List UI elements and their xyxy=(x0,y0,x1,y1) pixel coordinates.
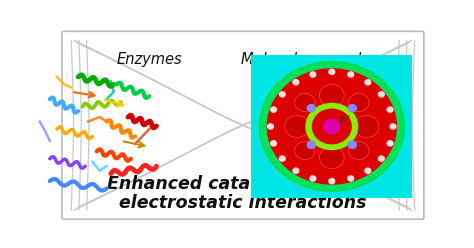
Circle shape xyxy=(271,141,276,146)
Circle shape xyxy=(378,156,384,161)
Circle shape xyxy=(387,141,393,146)
Circle shape xyxy=(295,142,315,160)
FancyBboxPatch shape xyxy=(250,53,414,200)
Circle shape xyxy=(354,116,379,137)
Circle shape xyxy=(268,124,273,129)
FancyBboxPatch shape xyxy=(62,31,424,219)
Circle shape xyxy=(279,156,285,161)
Circle shape xyxy=(312,109,351,144)
Circle shape xyxy=(282,82,382,171)
Circle shape xyxy=(267,69,396,184)
Circle shape xyxy=(275,76,388,177)
Text: K$^+$: K$^+$ xyxy=(338,114,351,124)
Circle shape xyxy=(259,62,404,191)
Text: Enhanced catalysis through: Enhanced catalysis through xyxy=(107,175,379,193)
Circle shape xyxy=(348,72,354,77)
Circle shape xyxy=(307,141,315,148)
Circle shape xyxy=(390,124,396,129)
Circle shape xyxy=(348,93,369,111)
Circle shape xyxy=(319,84,344,106)
Circle shape xyxy=(348,105,356,112)
Circle shape xyxy=(348,142,369,160)
Circle shape xyxy=(285,116,310,137)
Circle shape xyxy=(378,92,384,97)
Text: Molecular complexes: Molecular complexes xyxy=(241,52,396,66)
Circle shape xyxy=(387,107,393,112)
Circle shape xyxy=(293,168,299,173)
Circle shape xyxy=(293,80,299,85)
Circle shape xyxy=(329,179,335,184)
Circle shape xyxy=(267,69,396,184)
Circle shape xyxy=(279,92,285,97)
Circle shape xyxy=(348,176,354,181)
Circle shape xyxy=(319,147,344,169)
Circle shape xyxy=(329,69,335,74)
Circle shape xyxy=(279,79,385,174)
Circle shape xyxy=(365,168,371,173)
Circle shape xyxy=(324,119,340,134)
Circle shape xyxy=(295,93,315,111)
Circle shape xyxy=(310,176,316,181)
Circle shape xyxy=(310,72,316,77)
Text: electrostatic interactions: electrostatic interactions xyxy=(119,194,367,212)
Circle shape xyxy=(307,105,315,112)
Circle shape xyxy=(306,103,357,150)
Circle shape xyxy=(348,141,356,148)
Circle shape xyxy=(271,107,276,112)
Text: Enzymes: Enzymes xyxy=(116,52,182,66)
Circle shape xyxy=(365,80,371,85)
